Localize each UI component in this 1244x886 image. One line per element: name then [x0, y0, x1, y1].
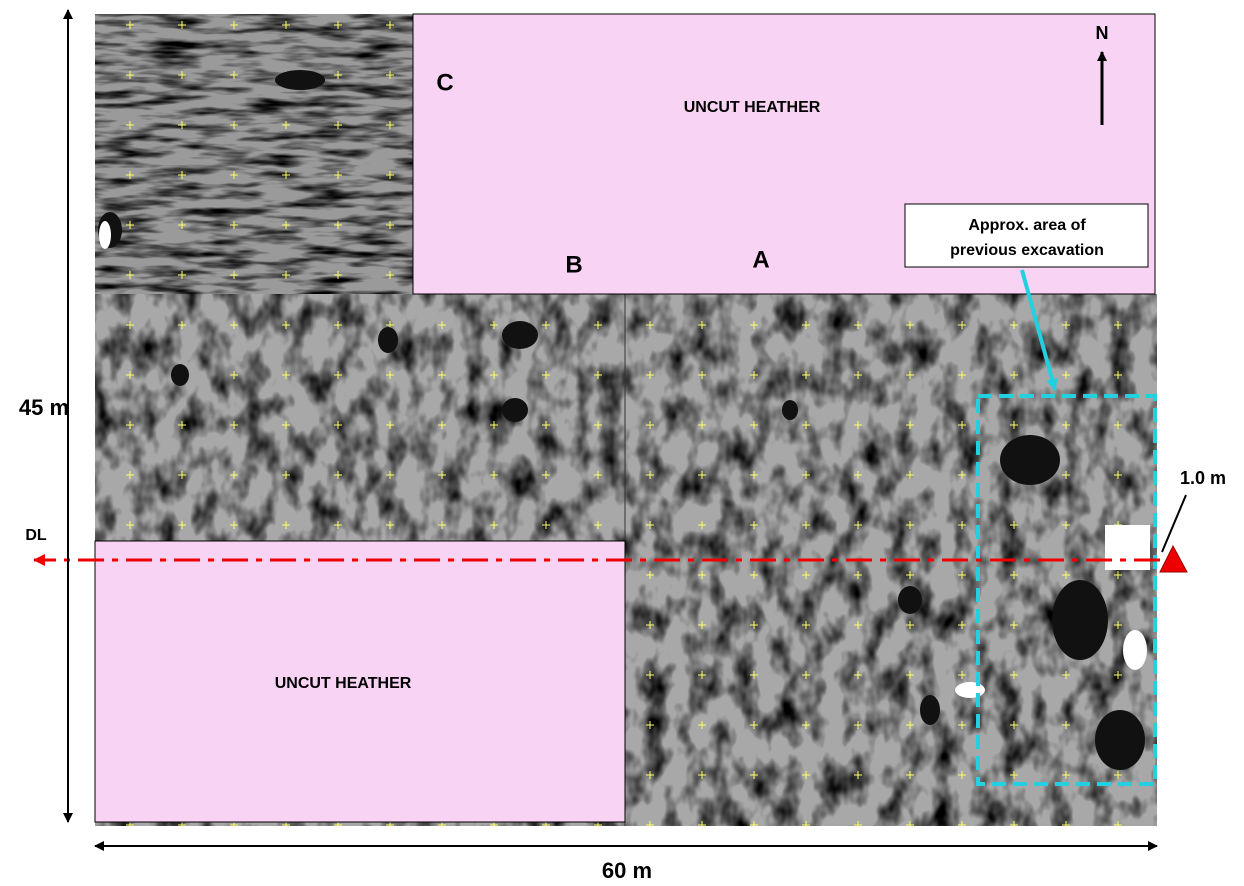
depth-label: 1.0 m: [1180, 468, 1226, 488]
callout-text: Approx. area of: [968, 217, 1086, 234]
uncut-label: UNCUT HEATHER: [275, 675, 412, 692]
area-label: A: [752, 246, 769, 273]
area-label: B: [565, 251, 582, 278]
area-label: C: [436, 69, 453, 96]
height-label: 45 m: [19, 395, 69, 420]
uncut-label: UNCUT HEATHER: [684, 99, 821, 116]
callout-text: previous excavation: [950, 242, 1104, 259]
north-label: N: [1096, 23, 1109, 43]
width-label: 60 m: [602, 858, 652, 883]
datum-label: DL: [25, 527, 47, 544]
depth-pointer: [1162, 495, 1186, 552]
datum-marker: [1160, 546, 1187, 572]
survey-map: C B A N UNCUT HEATHER UNCUT HEATHER Appr…: [0, 0, 1244, 886]
